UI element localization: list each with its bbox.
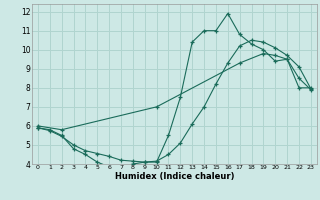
X-axis label: Humidex (Indice chaleur): Humidex (Indice chaleur) xyxy=(115,172,234,181)
